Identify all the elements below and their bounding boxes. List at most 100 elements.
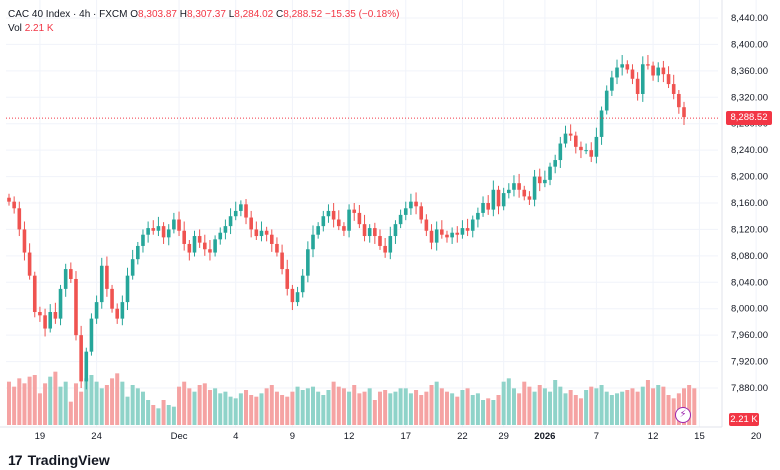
- volume-bar: [656, 385, 661, 425]
- y-tick-label: 8,360.00: [731, 66, 768, 77]
- candle-body: [17, 208, 22, 230]
- volume-bar: [625, 390, 630, 425]
- volume-bar: [99, 388, 104, 425]
- candle-body: [12, 201, 16, 209]
- volume-bar: [94, 381, 99, 425]
- volume-bar: [439, 388, 444, 425]
- volume-bar: [223, 391, 228, 425]
- volume-bar: [79, 391, 84, 425]
- volume-bar: [249, 395, 254, 425]
- volume-bar: [630, 388, 635, 425]
- candle-body: [259, 230, 264, 237]
- candle-body: [187, 243, 192, 253]
- candle-body: [373, 228, 377, 237]
- candle-body: [440, 229, 444, 235]
- x-tick-label: 19: [35, 431, 46, 442]
- volume-bar: [506, 378, 511, 425]
- volume-bar: [475, 393, 480, 425]
- volume-bar: [671, 398, 676, 425]
- volume-bar: [367, 388, 372, 425]
- x-tick-label: 7: [594, 431, 599, 442]
- candle-body: [125, 275, 130, 303]
- volume-bar: [321, 395, 326, 425]
- volume-bar: [73, 383, 78, 425]
- volume-bar: [455, 396, 460, 425]
- candle-body: [517, 183, 521, 190]
- candle-body: [661, 67, 666, 75]
- volume-bar: [615, 393, 620, 425]
- symbol-label[interactable]: CAC 40 Index · 4h · FXCM: [8, 9, 128, 20]
- lightning-icon[interactable]: ⚡: [675, 407, 691, 423]
- candle-body: [53, 312, 58, 319]
- volume-bar: [197, 385, 202, 425]
- volume-bar: [537, 385, 542, 425]
- candle-body: [527, 196, 532, 200]
- candle-body: [130, 259, 135, 276]
- candle-body: [156, 226, 161, 231]
- candle-body: [233, 210, 238, 217]
- volume-bar: [63, 381, 68, 425]
- candle-body: [280, 252, 284, 270]
- current-price-tag: 8,288.52: [726, 111, 772, 125]
- candle-body: [573, 135, 578, 147]
- tradingview-logo-icon: 17: [8, 452, 23, 468]
- x-tick-label: Dec: [171, 431, 188, 442]
- candle-body: [424, 219, 429, 231]
- candle-body: [43, 315, 47, 329]
- high-value: 8,307.37: [187, 9, 226, 20]
- tradingview-brand[interactable]: 17 TradingView: [8, 452, 110, 468]
- volume-bar: [450, 393, 455, 425]
- close-label: C: [276, 9, 284, 20]
- candle-body: [403, 208, 408, 215]
- candle-body: [213, 239, 217, 253]
- volume-bar: [290, 391, 295, 425]
- candle-body: [352, 209, 357, 213]
- candle-body: [275, 243, 279, 253]
- candle-body: [300, 275, 305, 293]
- candle-body: [182, 230, 186, 244]
- y-tick-label: 8,240.00: [731, 145, 768, 156]
- volume-value: 2.21 K: [24, 23, 54, 34]
- candle-body: [537, 176, 542, 184]
- candle-body: [640, 64, 645, 94]
- candle-body: [79, 335, 83, 382]
- volume-bar: [429, 385, 434, 425]
- candle-body: [295, 292, 300, 303]
- candle-body: [481, 203, 485, 213]
- candle-body: [470, 219, 475, 231]
- volume-bar: [300, 390, 305, 425]
- volume-bar: [238, 393, 243, 425]
- candle-body: [496, 189, 501, 207]
- candle-body: [105, 265, 109, 289]
- candle-body: [223, 226, 228, 233]
- candle-body: [378, 236, 382, 246]
- candle-body: [63, 269, 68, 289]
- candle-body: [22, 229, 27, 253]
- candle-body: [342, 226, 346, 231]
- volume-bar: [58, 386, 63, 425]
- y-tick-label: 8,080.00: [731, 251, 768, 262]
- volume-bar: [470, 395, 475, 425]
- y-tick-label: 8,160.00: [731, 198, 768, 209]
- candle-body: [203, 242, 207, 250]
- volume-bar: [414, 390, 419, 425]
- volume-bar: [532, 391, 537, 425]
- candle-body: [429, 230, 434, 243]
- volume-bar: [295, 386, 300, 425]
- candle-body: [331, 210, 336, 220]
- volume-bar: [558, 386, 563, 425]
- volume-bar: [372, 400, 377, 425]
- candle-body: [682, 107, 686, 118]
- volume-bar: [187, 388, 192, 425]
- candle-body: [27, 252, 32, 276]
- volume-bar: [604, 391, 609, 425]
- candle-body: [409, 201, 413, 209]
- volume-bar: [331, 381, 336, 425]
- candle-body: [594, 136, 599, 157]
- candle-body: [651, 65, 655, 76]
- candle-body: [362, 224, 367, 237]
- candle-body: [491, 189, 496, 210]
- volume-bar: [357, 393, 362, 425]
- volume-bar: [311, 386, 316, 425]
